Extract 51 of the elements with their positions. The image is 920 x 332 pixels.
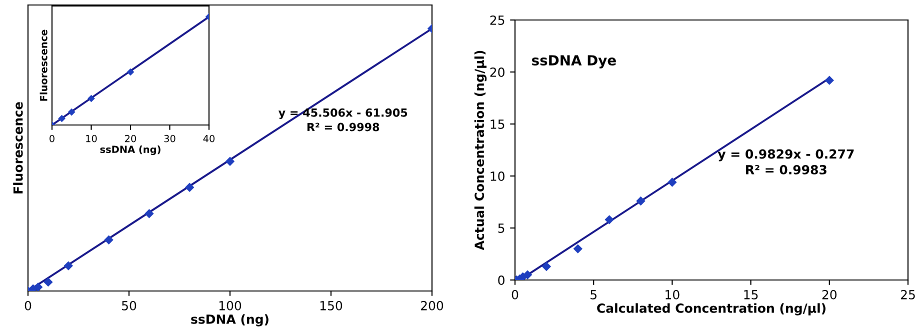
x-tick-label: 20 [125,134,136,142]
y-axis-title: Fluorescence [40,30,48,101]
point [184,182,194,192]
x-tick-label: 50 [122,300,136,310]
annotation: y = 0.9829x - 0.277 [718,149,854,162]
x-tick-label: 15 [744,290,758,300]
y-axis-title: Fluorescence [13,102,23,194]
point [88,94,95,102]
point [68,108,76,116]
point [573,244,582,254]
point [636,196,646,206]
y-tick-label: 0 [498,275,504,285]
point [104,235,114,244]
annotation: R² = 0.9983 [746,164,826,174]
x-tick-label: 100 [219,300,242,310]
annotation: y = 45.506x - 61.905 [278,108,408,120]
x-tick-label: 0 [512,290,518,300]
point [33,282,43,291]
x-axis-title: ssDNA (ng) [100,146,160,155]
point [668,178,677,187]
point [126,68,134,76]
y-tick-label: 20 [490,67,504,77]
point [604,215,614,224]
annotation: ssDNA Dye [532,55,616,68]
x-tick-label: 5 [590,290,596,300]
x-tick-label: 150 [320,300,342,310]
point [58,114,66,122]
point [824,76,834,85]
x-tick-label: 10 [86,134,97,142]
y-tick-label: 15 [490,120,504,129]
x-tick-label: 0 [50,134,54,142]
annotation: R² = 0.9998 [307,122,380,132]
y-axis-title: Actual Concentration (ng/µl) [474,50,487,250]
x-tick-label: 40 [203,134,215,142]
x-tick-label: 25 [900,290,915,300]
x-tick-label: 10 [666,290,680,300]
x-axis-title: ssDNA (ng) [191,314,268,326]
point [225,156,235,166]
x-tick-label: 20 [822,290,837,300]
point [64,261,74,270]
point [522,270,532,280]
y-tick-label: 10 [490,171,504,181]
x-tick-label: 200 [420,300,444,310]
y-tick-label: 25 [490,15,504,25]
x-tick-label: 30 [164,134,176,142]
y-tick-label: 5 [498,224,504,233]
x-tick-label: 0 [24,300,32,310]
point [144,208,154,218]
point [44,277,53,287]
x-axis-title: Calculated Concentration (ng/µl) [597,303,826,316]
point [542,262,552,272]
